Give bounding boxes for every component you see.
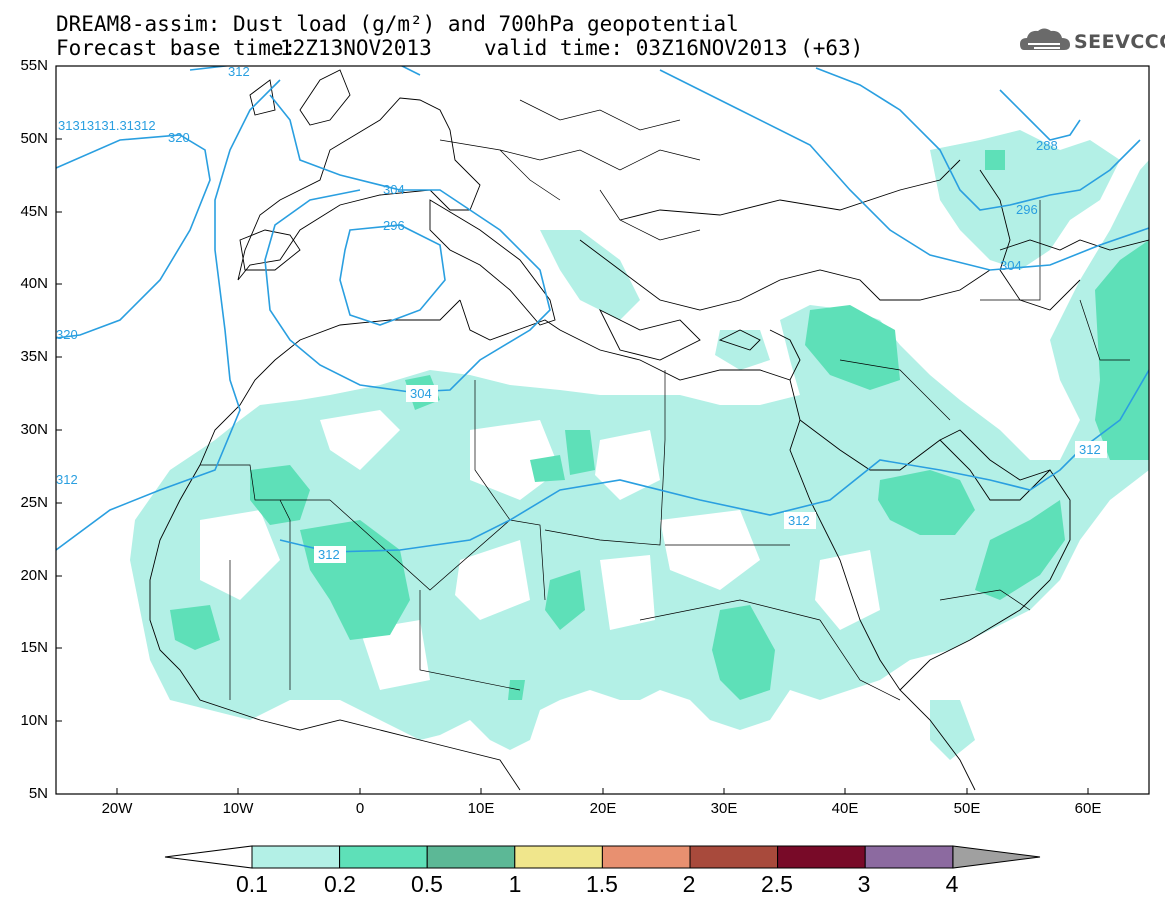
- logo-text: SEEVCCC: [1074, 31, 1165, 53]
- lon-label: 20W: [101, 800, 133, 817]
- lon-label: 0: [355, 800, 365, 817]
- contour-labels: 312 31313131.31312 320 320 304 296 304 3…: [56, 64, 1107, 563]
- colorbar-swatch: [251, 845, 341, 869]
- cloud-icon: [1020, 28, 1070, 50]
- axis-ticks: [56, 65, 1089, 794]
- colorbar-low-arrow: [164, 845, 253, 869]
- colorbar-tick-label: 0.1: [236, 871, 268, 897]
- colorbar-swatch: [689, 845, 779, 869]
- colorbar-swatch: [514, 845, 603, 869]
- colorbar-swatch: [339, 845, 428, 869]
- valid-time-value: 03Z16NOV2013 (+63): [635, 36, 864, 60]
- lat-label: 5N: [28, 785, 48, 802]
- colorbar-tick-label: 0.5: [411, 871, 443, 897]
- geopotential-contours: [56, 66, 1149, 553]
- no-dust-areas: [200, 410, 880, 690]
- base-time-label: Forecast base time:: [56, 36, 297, 60]
- lat-label: 40N: [20, 275, 48, 292]
- colorbar-swatch: [426, 845, 516, 869]
- lat-label: 55N: [20, 57, 48, 74]
- lon-label: 60E: [1074, 800, 1102, 817]
- lon-label: 30E: [710, 800, 738, 817]
- contour-label-box: 312: [314, 546, 346, 563]
- lat-label: 25N: [20, 494, 48, 511]
- contour-label: 312: [788, 513, 810, 528]
- colorbar-tick-label: 2: [682, 871, 696, 897]
- coastlines: [149, 69, 1149, 791]
- chart-title: DREAM8-assim: Dust load (g/m²) and 700hP…: [56, 12, 739, 36]
- colorbar-tick-label: 2.5: [761, 871, 793, 897]
- contour-label: 288: [1036, 138, 1058, 153]
- contour-label: 304: [383, 182, 405, 197]
- contour-label-box: 312: [784, 512, 816, 529]
- contour-label: 304: [410, 386, 432, 401]
- lat-label: 20N: [20, 567, 48, 584]
- contour-label: 304: [1000, 258, 1022, 273]
- colorbar-swatch: [864, 845, 954, 869]
- colorbar-tick-label: 1: [508, 871, 522, 897]
- colorbar-high-arrow: [952, 845, 1041, 869]
- lon-label: 20E: [589, 800, 617, 817]
- contour-label: 312: [318, 547, 340, 562]
- lat-label: 50N: [20, 130, 48, 147]
- contour-label: 31313131.31312: [58, 118, 156, 133]
- base-time-value: 12Z13NOV2013: [280, 36, 432, 60]
- lat-label: 30N: [20, 421, 48, 438]
- contour-label-box: 312: [1075, 441, 1107, 458]
- contour-label: 312: [228, 64, 250, 79]
- colorbar-tick-label: 4: [945, 871, 959, 897]
- colorbar-tick-label: 3: [857, 871, 871, 897]
- colorbar: [164, 845, 1041, 869]
- lat-label: 15N: [20, 639, 48, 656]
- lon-label: 40E: [831, 800, 859, 817]
- colorbar-tick-label: 0.2: [324, 871, 356, 897]
- lon-label: 50E: [953, 800, 981, 817]
- contour-label: 312: [56, 472, 78, 487]
- contour-label: 296: [1016, 202, 1038, 217]
- contour-label: 320: [168, 130, 190, 145]
- colorbar-swatch: [777, 845, 866, 869]
- contour-label: 296: [383, 218, 405, 233]
- contour-label: 320: [56, 327, 78, 342]
- lon-label: 10W: [222, 800, 254, 817]
- colorbar-swatch: [601, 845, 691, 869]
- colorbar-tick-label: 1.5: [586, 871, 618, 897]
- lat-label: 45N: [20, 203, 48, 220]
- contour-label-box: 304: [406, 385, 438, 402]
- lat-label: 10N: [20, 712, 48, 729]
- lat-label: 35N: [20, 348, 48, 365]
- valid-time-label: valid time:: [484, 36, 624, 60]
- contour-label: 312: [1079, 442, 1101, 457]
- lon-label: 10E: [467, 800, 495, 817]
- valid-time: valid time: 03Z16NOV2013 (+63): [484, 38, 863, 59]
